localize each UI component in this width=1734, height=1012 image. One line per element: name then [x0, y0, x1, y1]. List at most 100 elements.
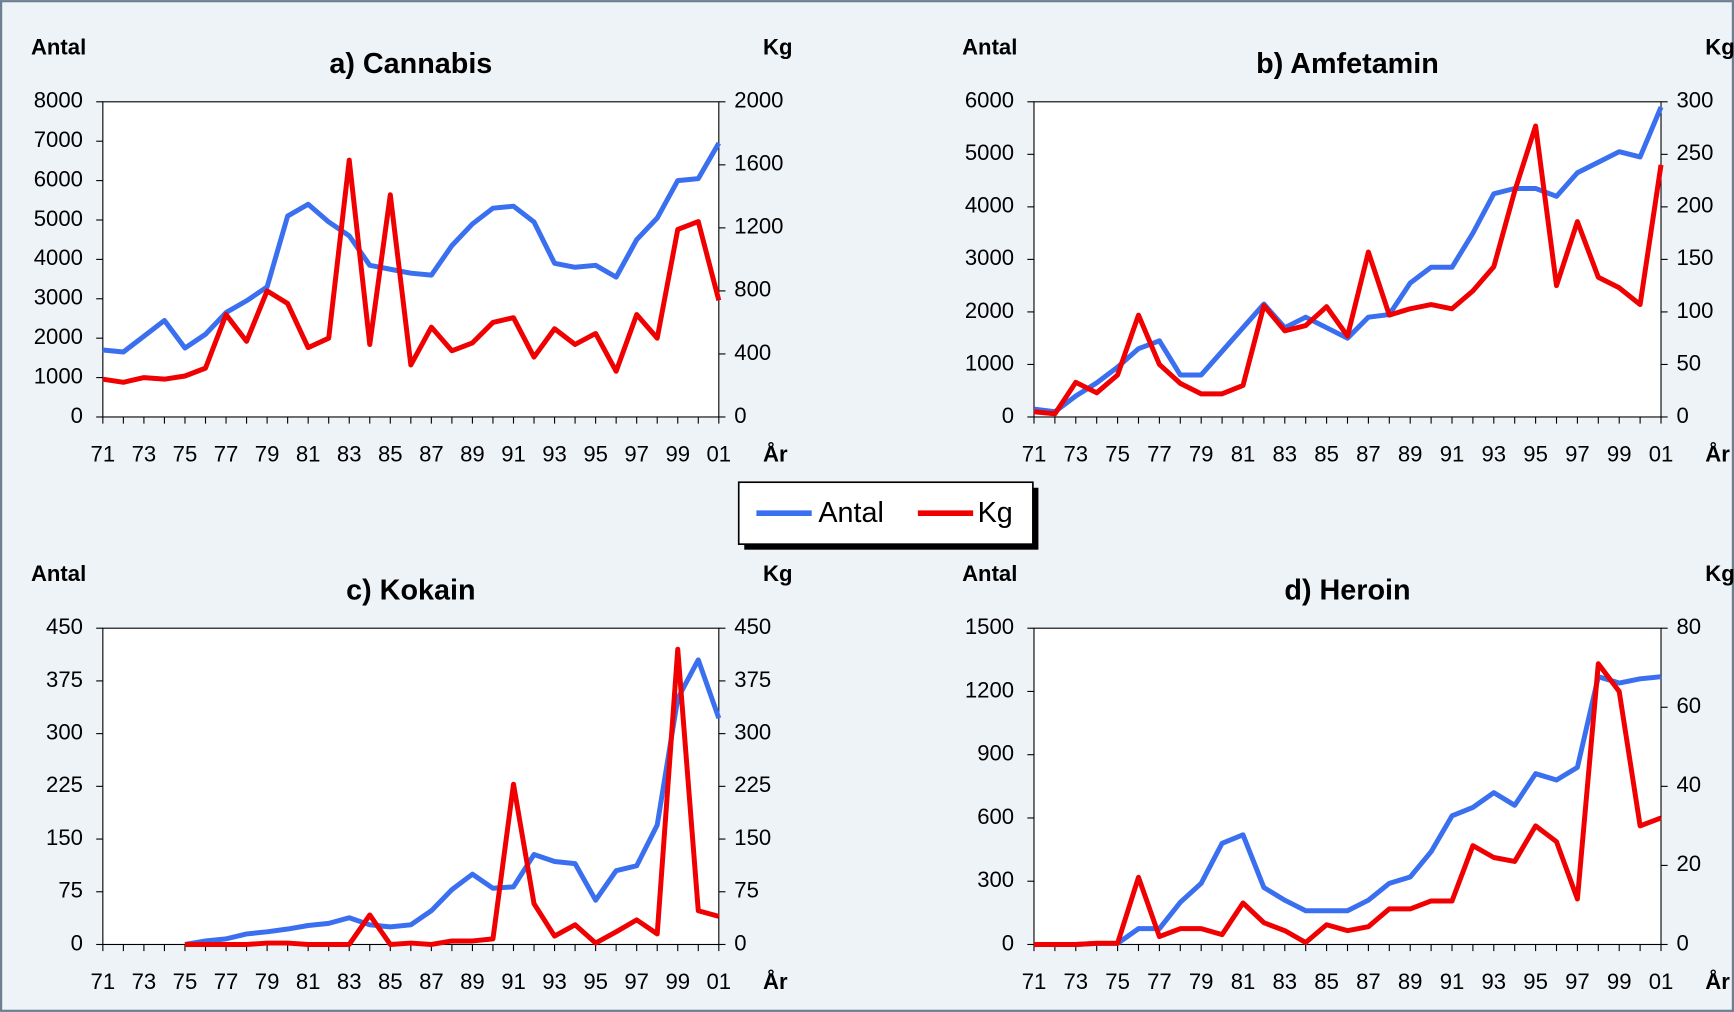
x-tick-label: 95	[1523, 442, 1548, 467]
x-tick-label: 97	[624, 969, 649, 994]
y2-tick-label: 2000	[734, 88, 783, 113]
x-tick-label: 91	[501, 442, 526, 467]
data-line	[102, 141, 721, 355]
data-line	[184, 657, 722, 947]
y2-tick-label: 250	[1676, 140, 1713, 165]
y-tick-label: 3000	[34, 285, 83, 310]
y2-tick-label: 150	[734, 825, 771, 850]
x-tick-label: 73	[132, 969, 157, 994]
x-tick-label: 79	[1189, 442, 1214, 467]
x-tick-label: 75	[1105, 442, 1130, 467]
y2-tick-label: 0	[1676, 403, 1688, 428]
x-tick-label: 79	[255, 969, 280, 994]
y-tick-label: 6000	[965, 88, 1014, 113]
y2-tick-label: 100	[1676, 298, 1713, 323]
y2-tick-label: 800	[734, 277, 771, 302]
y-tick-label: 75	[58, 878, 83, 903]
x-tick-label: 81	[1231, 442, 1256, 467]
y-tick-label: 4000	[34, 245, 83, 270]
x-tick-label: 95	[1523, 969, 1548, 994]
x-tick-label: 01	[1649, 442, 1674, 467]
x-tick-label: 73	[1063, 969, 1088, 994]
y2-tick-label: 20	[1676, 851, 1701, 876]
y2-tick-label: 1200	[734, 214, 783, 239]
x-tick-label: 87	[1356, 969, 1381, 994]
y-tick-label: 225	[46, 772, 83, 797]
x-tick-label: 85	[378, 969, 403, 994]
y2-tick-label: 300	[734, 719, 771, 744]
x-tick-label: 83	[1272, 442, 1297, 467]
x-tick-label: 93	[1482, 442, 1507, 467]
x-tick-label: 77	[1147, 442, 1172, 467]
x-tick-label: 85	[1314, 442, 1339, 467]
y-tick-label: 8000	[34, 88, 83, 113]
y2-tick-label: 450	[734, 614, 771, 639]
x-tick-label: 01	[707, 442, 732, 467]
x-tick-label: 81	[296, 969, 321, 994]
y2-tick-label: 60	[1676, 693, 1701, 718]
y2-axis-label: Kg	[1705, 35, 1734, 60]
x-tick-label: 97	[1565, 442, 1590, 467]
x-tick-label: 85	[378, 442, 403, 467]
y-tick-label: 900	[977, 741, 1014, 766]
x-tick-label: 71	[1022, 969, 1047, 994]
y-tick-label: 7000	[34, 127, 83, 152]
y-axis-label: Antal	[31, 35, 86, 60]
plot-area	[1033, 627, 1662, 946]
x-tick-label: 75	[173, 442, 198, 467]
data-line	[184, 646, 720, 947]
y2-tick-label: 300	[1676, 88, 1713, 113]
x-tick-label: 85	[1314, 969, 1339, 994]
x-tick-label: 79	[255, 442, 280, 467]
x-tick-label: 01	[707, 969, 732, 994]
y2-tick-label: 75	[734, 878, 759, 903]
x-tick-label: 77	[214, 442, 239, 467]
y2-tick-label: 400	[734, 340, 771, 365]
chart-title: c) Kokain	[346, 574, 475, 606]
x-tick-label: 93	[542, 969, 567, 994]
x-tick-label: 77	[214, 969, 239, 994]
y2-axis-label: Kg	[763, 35, 792, 60]
y-tick-label: 0	[71, 403, 83, 428]
data-line	[102, 157, 722, 385]
x-axis-label: År	[1705, 968, 1730, 994]
x-tick-label: 77	[1147, 969, 1172, 994]
y-tick-label: 600	[977, 804, 1014, 829]
x-tick-label: 89	[1398, 969, 1423, 994]
x-tick-label: 73	[132, 442, 157, 467]
y2-axis-label: Kg	[1705, 561, 1734, 586]
y2-tick-label: 80	[1676, 614, 1701, 639]
plot-area	[102, 627, 720, 946]
y-axis-label: Antal	[962, 35, 1017, 60]
y-tick-label: 2000	[34, 324, 83, 349]
x-axis-label: År	[763, 968, 788, 994]
data-line	[1033, 674, 1662, 947]
y2-tick-label: 375	[734, 667, 771, 692]
x-tick-label: 87	[1356, 442, 1381, 467]
x-tick-label: 93	[542, 442, 567, 467]
x-tick-label: 71	[1022, 442, 1047, 467]
x-axis-label: År	[763, 441, 788, 467]
x-tick-label: 97	[1565, 969, 1590, 994]
x-tick-label: 89	[1398, 442, 1423, 467]
x-tick-label: 95	[583, 969, 608, 994]
x-tick-label: 71	[91, 442, 116, 467]
x-tick-label: 81	[296, 442, 321, 467]
y2-tick-label: 0	[734, 403, 746, 428]
x-tick-label: 75	[173, 969, 198, 994]
x-tick-label: 83	[337, 969, 362, 994]
y2-tick-label: 0	[734, 930, 746, 955]
x-tick-label: 93	[1482, 969, 1507, 994]
y2-tick-label: 1600	[734, 151, 783, 176]
x-tick-label: 89	[460, 969, 485, 994]
y-tick-label: 1000	[965, 350, 1014, 375]
legend-label: Kg	[978, 497, 1013, 529]
y-tick-label: 1500	[965, 614, 1014, 639]
x-tick-label: 71	[91, 969, 116, 994]
y-tick-label: 2000	[965, 298, 1014, 323]
x-tick-label: 83	[337, 442, 362, 467]
x-tick-label: 99	[1607, 969, 1632, 994]
y-tick-label: 375	[46, 667, 83, 692]
x-tick-label: 97	[624, 442, 649, 467]
y2-tick-label: 200	[1676, 193, 1713, 218]
